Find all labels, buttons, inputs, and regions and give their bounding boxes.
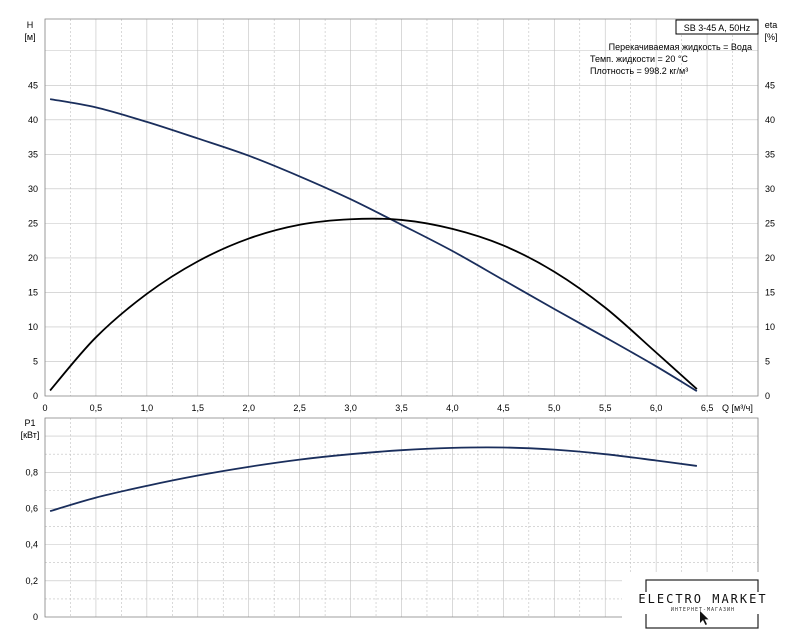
x-tick-label: 5,5	[599, 403, 612, 413]
power-tick-label: 0,6	[25, 503, 38, 513]
eta-tick-label: 30	[765, 184, 775, 194]
head-tick-label: 20	[28, 253, 38, 263]
x-tick-label: 1,5	[192, 403, 205, 413]
head-curve	[49, 98, 698, 392]
x-tick-label: 0	[42, 403, 47, 413]
lower-chart-frame	[44, 417, 759, 618]
x-tick-label: 1,0	[141, 403, 154, 413]
flow-axis-label: Q [м³/ч]	[722, 403, 753, 413]
upper-chart-grid	[44, 18, 759, 397]
logo-text: ELECTRO MARKET	[638, 592, 767, 606]
x-tick-label: 2,5	[293, 403, 306, 413]
power-axis-unit: [кВт]	[21, 430, 40, 440]
head-axis-label: H	[27, 20, 34, 30]
curves	[49, 98, 698, 513]
x-tick-label: 5,0	[548, 403, 561, 413]
info-line-liquid: Перекачиваемая жидкость = Вода	[609, 42, 752, 52]
title-box	[675, 19, 759, 35]
x-tick-label: 3,5	[395, 403, 408, 413]
eta-tick-label: 10	[765, 322, 775, 332]
power-curve	[49, 446, 698, 513]
x-tick-label: 4,5	[497, 403, 510, 413]
logo-subtitle: ИНТЕРНЕТ-МАГАЗИН	[671, 607, 735, 613]
lower-chart-grid	[44, 417, 759, 618]
power-tick-label: 0,4	[25, 540, 38, 550]
head-axis-unit: [м]	[24, 32, 35, 42]
info-line-temp: Темп. жидкости = 20 °C	[590, 54, 688, 64]
logo-text-backdrop	[630, 592, 776, 614]
power-tick-label: 0,2	[25, 576, 38, 586]
eta-axis-label: eta	[765, 20, 778, 30]
x-tick-label: 6,5	[701, 403, 714, 413]
head-tick-label: 40	[28, 115, 38, 125]
x-tick-label: 4,0	[446, 403, 459, 413]
eta-tick-label: 35	[765, 149, 775, 159]
power-tick-label: 0,8	[25, 467, 38, 477]
eta-tick-label: 5	[765, 356, 770, 366]
head-tick-label: 30	[28, 184, 38, 194]
info-line-density: Плотность = 998.2 кг/м³	[590, 66, 688, 76]
head-tick-label: 35	[28, 149, 38, 159]
eta-tick-label: 20	[765, 253, 775, 263]
x-tick-label: 2,0	[242, 403, 255, 413]
eta-tick-label: 45	[765, 80, 775, 90]
cursor-icon	[700, 611, 709, 625]
head-tick-label: 25	[28, 218, 38, 228]
x-tick-label: 0,5	[90, 403, 103, 413]
eta-tick-label: 0	[765, 391, 770, 401]
eta-tick-label: 25	[765, 218, 775, 228]
eta-tick-label: 15	[765, 287, 775, 297]
power-axis-label: P1	[24, 418, 35, 428]
tick-labels: 0 0,5 1,0 1,5 2,0 2,5 3,0 3,5 4,0 4,5 5,0 5,5 6,0 6,5…	[25, 80, 775, 622]
head-tick-label: 15	[28, 287, 38, 297]
eta-axis-unit: [%]	[764, 32, 777, 42]
x-tick-label: 3,0	[344, 403, 357, 413]
eta-tick-label: 40	[765, 115, 775, 125]
head-tick-label: 0	[33, 391, 38, 401]
head-tick-label: 45	[28, 80, 38, 90]
efficiency-curve	[49, 217, 698, 392]
chart-title: SB 3-45 A, 50Hz	[684, 23, 751, 33]
head-tick-label: 10	[28, 322, 38, 332]
head-tick-label: 5	[33, 356, 38, 366]
electro-market-logo: ELECTRO MARKET ИНТЕРНЕТ-МАГАЗИН	[622, 572, 798, 640]
x-tick-label: 6,0	[650, 403, 663, 413]
power-tick-label: 0	[33, 612, 38, 622]
upper-chart-frame	[44, 18, 759, 397]
